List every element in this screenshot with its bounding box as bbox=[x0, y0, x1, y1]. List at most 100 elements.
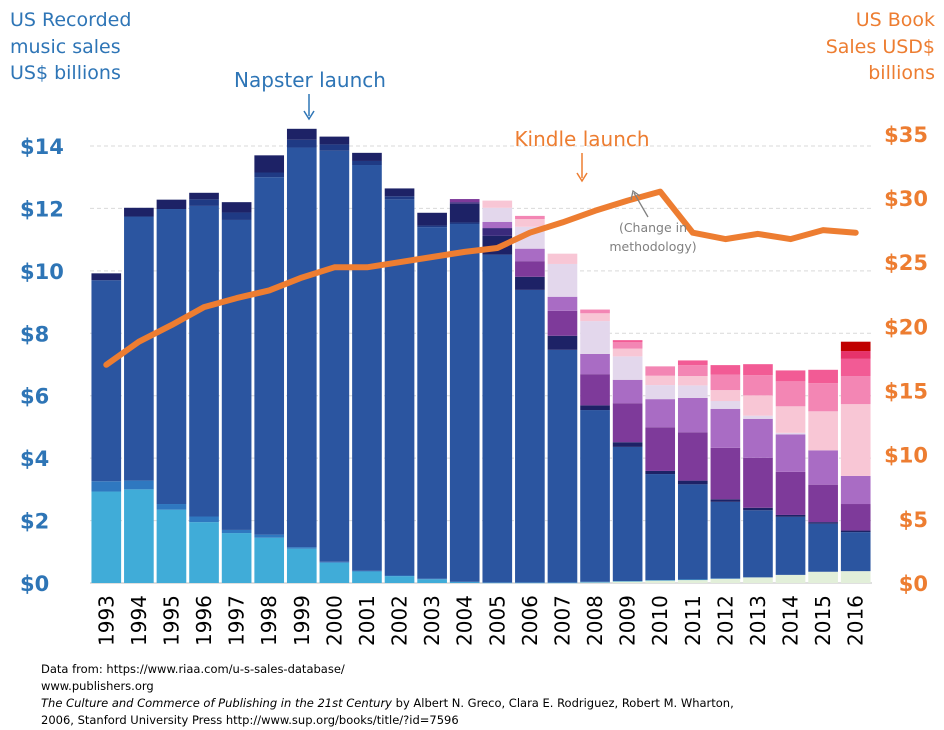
napster-annotation: Napster launch bbox=[234, 68, 386, 121]
bar-segment bbox=[743, 418, 773, 458]
bar-1996 bbox=[189, 192, 219, 583]
bar-segment bbox=[612, 581, 643, 583]
left-axis-ticks: $0 $2 $4 $6 $8 $10 $12 $14 bbox=[20, 135, 64, 596]
bar-segment bbox=[612, 581, 643, 582]
source-line-book: The Culture and Commerce of Publishing i… bbox=[41, 695, 734, 712]
bar-segment bbox=[677, 579, 708, 581]
right-tick-label: $5 bbox=[899, 508, 928, 532]
x-axis-ticks: 1993 1994 1995 1996 1997 1998 1999 2000 2001 2002… bbox=[94, 595, 867, 646]
right-tick-label: $15 bbox=[884, 380, 928, 404]
bar-segment bbox=[91, 491, 122, 583]
bar-segment bbox=[221, 212, 252, 220]
year-label: 2010 bbox=[648, 595, 672, 646]
kindle-arrow-head bbox=[576, 172, 588, 183]
bar-segment bbox=[775, 516, 806, 575]
bar-2007 bbox=[547, 253, 578, 584]
left-axis-title-line-2: music sales bbox=[10, 36, 121, 58]
bar-segment bbox=[840, 358, 871, 377]
bar-segment bbox=[319, 150, 350, 562]
bar-segment bbox=[515, 219, 545, 227]
year-label: 2001 bbox=[355, 595, 379, 646]
bar-segment bbox=[677, 376, 708, 386]
bar-segment bbox=[743, 510, 773, 578]
bar-2002 bbox=[384, 188, 415, 583]
bar-segment bbox=[580, 353, 610, 375]
bar-segment bbox=[515, 276, 545, 290]
bar-segment bbox=[254, 155, 285, 173]
bar-segment bbox=[808, 450, 838, 485]
bar-1997 bbox=[221, 202, 252, 583]
bar-segment bbox=[580, 309, 610, 314]
bar-segment bbox=[221, 219, 252, 530]
bar-segment bbox=[547, 310, 578, 336]
year-label: 2003 bbox=[420, 595, 444, 646]
bar-segment bbox=[547, 582, 578, 583]
bar-segment bbox=[449, 581, 480, 583]
bar-segment bbox=[482, 221, 513, 229]
year-label: 1995 bbox=[159, 595, 183, 646]
bar-segment bbox=[743, 364, 773, 376]
bar-segment bbox=[221, 202, 252, 213]
bar-1999 bbox=[286, 128, 317, 583]
bar-segment bbox=[384, 199, 415, 576]
year-label: 2015 bbox=[811, 595, 835, 646]
bar-segment bbox=[840, 341, 871, 352]
bar-2011 bbox=[677, 360, 708, 583]
bar-segment bbox=[547, 335, 578, 350]
bar-segment bbox=[775, 514, 806, 517]
data-sources: Data from: https://www.riaa.com/u-s-sale… bbox=[41, 661, 734, 729]
bar-segment bbox=[221, 533, 252, 583]
bar-segment bbox=[124, 480, 154, 490]
bar-2009 bbox=[612, 340, 643, 583]
bar-segment bbox=[808, 411, 838, 451]
bar-segment bbox=[710, 408, 741, 448]
bar-segment bbox=[840, 571, 871, 583]
bar-segment bbox=[580, 581, 610, 583]
bar-segment bbox=[417, 578, 447, 580]
bar-segment bbox=[612, 356, 643, 380]
bar-2016 bbox=[840, 341, 871, 583]
book-sales-series bbox=[103, 188, 859, 368]
bar-2004 bbox=[449, 199, 480, 583]
napster-arrow-head bbox=[303, 110, 315, 121]
bar-segment bbox=[840, 532, 871, 572]
bar-segment bbox=[547, 582, 578, 584]
year-label: 1999 bbox=[290, 595, 314, 646]
left-tick-label: $0 bbox=[20, 572, 49, 596]
right-tick-label: $30 bbox=[884, 187, 928, 211]
chart: $0$2$4$6$8$10$12$14 $0$5$10$15$20$25$30$… bbox=[10, 9, 935, 646]
bar-segment bbox=[743, 457, 773, 508]
bar-segment bbox=[710, 501, 741, 579]
bar-segment bbox=[417, 227, 447, 579]
year-label: 2011 bbox=[681, 595, 705, 646]
kindle-annotation: Kindle launch bbox=[514, 127, 650, 183]
bar-segment bbox=[482, 254, 513, 583]
bar-segment bbox=[743, 375, 773, 396]
bar-segment bbox=[417, 579, 447, 583]
bar-1995 bbox=[156, 199, 187, 583]
bar-segment bbox=[221, 529, 252, 534]
bar-segment bbox=[840, 504, 871, 531]
bar-segment bbox=[515, 289, 545, 583]
bar-segment bbox=[286, 548, 317, 583]
bar-segment bbox=[710, 578, 741, 579]
bar-segment bbox=[515, 261, 545, 277]
bar-segment bbox=[319, 561, 350, 563]
bar-segment bbox=[710, 374, 741, 391]
right-tick-label: $0 bbox=[899, 572, 928, 596]
bar-segment bbox=[254, 172, 285, 178]
bar-segment bbox=[808, 571, 838, 583]
bar-segment bbox=[515, 582, 545, 584]
year-label: 2016 bbox=[844, 595, 868, 646]
bar-segment bbox=[449, 582, 480, 583]
methodology-arrow-line bbox=[633, 192, 649, 218]
left-axis-title-line-3: US$ billions bbox=[10, 62, 121, 84]
bar-2005 bbox=[482, 200, 513, 584]
music-sales-bars bbox=[91, 128, 871, 584]
bar-segment bbox=[580, 410, 610, 582]
methodology-arrow-head bbox=[630, 189, 641, 201]
bar-segment bbox=[189, 516, 219, 523]
left-tick-label: $12 bbox=[20, 197, 64, 221]
bar-segment bbox=[254, 537, 285, 583]
left-tick-label: $14 bbox=[20, 135, 64, 159]
